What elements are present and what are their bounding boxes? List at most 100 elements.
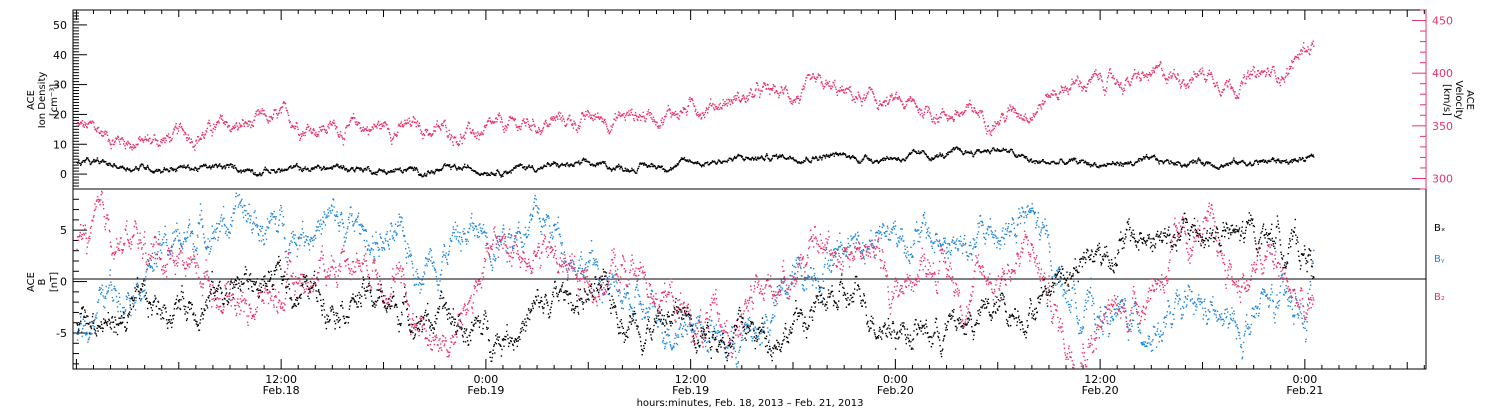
density-point — [109, 163, 110, 164]
velocity-point — [78, 125, 79, 126]
density-point — [617, 166, 618, 167]
by-point — [354, 221, 355, 222]
density-point — [1083, 160, 1084, 161]
density-point — [582, 159, 583, 160]
velocity-point — [1217, 85, 1218, 86]
velocity-point — [572, 123, 573, 124]
by-point — [347, 226, 348, 227]
density-point — [1123, 166, 1124, 167]
by-point — [355, 220, 356, 221]
velocity-point — [1015, 110, 1016, 111]
by-point — [119, 297, 120, 298]
velocity-point — [606, 126, 607, 127]
velocity-point — [238, 127, 239, 128]
density-point — [318, 166, 319, 167]
density-point — [714, 161, 715, 162]
density-point — [308, 168, 309, 169]
velocity-point — [1279, 82, 1280, 83]
density-point — [1230, 163, 1231, 164]
by-point — [242, 207, 243, 208]
velocity-point — [1090, 79, 1091, 80]
density-point — [1313, 154, 1314, 155]
by-point — [193, 243, 194, 244]
density-point — [1230, 162, 1231, 163]
velocity-point — [1012, 106, 1013, 107]
velocity-point — [1150, 74, 1151, 75]
velocity-point — [1121, 87, 1122, 88]
velocity-point — [469, 128, 470, 129]
velocity-point — [948, 118, 949, 119]
density-point — [515, 166, 516, 167]
velocity-point — [1299, 54, 1300, 55]
velocity-point — [971, 107, 972, 108]
velocity-point — [896, 92, 897, 93]
velocity-point — [389, 132, 390, 133]
velocity-point — [954, 113, 955, 114]
velocity-point — [1234, 91, 1235, 92]
velocity-point — [367, 126, 368, 127]
velocity-point — [773, 86, 774, 87]
velocity-point — [128, 143, 129, 144]
velocity-point — [404, 120, 405, 121]
velocity-point — [281, 112, 282, 113]
velocity-point — [878, 105, 879, 106]
velocity-point — [508, 120, 509, 121]
velocity-point — [404, 123, 405, 124]
velocity-point — [1129, 83, 1130, 84]
velocity-point — [675, 111, 676, 112]
by-point — [77, 339, 78, 340]
velocity-point — [702, 112, 703, 113]
velocity-point — [1153, 67, 1154, 68]
density-point — [1225, 165, 1226, 166]
density-point — [638, 168, 639, 169]
velocity-point — [1077, 77, 1078, 78]
velocity-point — [87, 127, 88, 128]
density-point — [202, 165, 203, 166]
by-point — [260, 226, 261, 227]
velocity-point — [1184, 83, 1185, 84]
density-point — [1076, 161, 1077, 162]
density-point — [1200, 160, 1201, 161]
velocity-point — [1250, 71, 1251, 72]
density-point — [843, 152, 844, 153]
velocity-point — [1056, 97, 1057, 98]
density-point — [363, 170, 364, 171]
velocity-point — [183, 130, 184, 131]
density-point — [456, 168, 457, 169]
by-point — [213, 231, 214, 232]
velocity-point — [453, 145, 454, 146]
density-point — [444, 163, 445, 164]
velocity-point — [491, 123, 492, 124]
velocity-point — [800, 96, 801, 97]
velocity-point — [429, 133, 430, 134]
velocity-point — [1178, 81, 1179, 82]
density-point — [84, 162, 85, 163]
velocity-point — [1002, 115, 1003, 116]
velocity-point — [514, 120, 515, 121]
velocity-point — [500, 117, 501, 118]
density-point — [815, 157, 816, 158]
by-point — [211, 238, 212, 239]
velocity-point — [923, 114, 924, 115]
density-point — [1116, 164, 1117, 165]
velocity-point — [223, 123, 224, 124]
velocity-point — [234, 128, 235, 129]
density-point — [807, 159, 808, 160]
velocity-point — [1193, 71, 1194, 72]
density-point — [84, 160, 85, 161]
velocity-point — [303, 135, 304, 136]
density-point — [643, 163, 644, 164]
by-point — [145, 276, 146, 277]
density-point — [835, 152, 836, 153]
by-point — [106, 286, 107, 287]
density-point — [1188, 164, 1189, 165]
velocity-point — [1174, 74, 1175, 75]
velocity-point — [336, 127, 337, 128]
by-point — [281, 211, 282, 212]
velocity-point — [329, 122, 330, 123]
by-point — [204, 242, 205, 243]
velocity-point — [94, 126, 95, 127]
velocity-point — [499, 113, 500, 114]
density-point — [529, 165, 530, 166]
density-point — [913, 149, 914, 150]
